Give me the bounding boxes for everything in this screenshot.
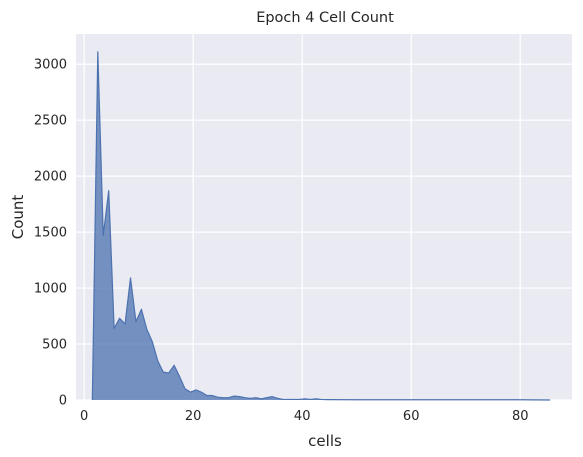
x-axis-label: cells (308, 432, 342, 450)
y-tick-label: 2500 (34, 114, 67, 129)
chart-title: Epoch 4 Cell Count (256, 10, 394, 26)
x-tick-label: 60 (403, 409, 420, 424)
y-axis-label: Count (9, 195, 27, 240)
y-tick-label: 3000 (34, 58, 67, 73)
x-tick-label: 20 (185, 409, 202, 424)
y-tick-label: 1500 (34, 226, 67, 241)
x-tick-label: 40 (294, 409, 311, 424)
x-tick-label: 80 (512, 409, 529, 424)
y-tick-label: 0 (59, 394, 67, 409)
area-series (91, 51, 551, 401)
grid-lines (76, 34, 572, 401)
area-outline (91, 51, 551, 401)
y-tick-label: 500 (42, 338, 67, 353)
x-axis-ticks: 0 20 40 60 80 (80, 409, 528, 424)
y-tick-label: 2000 (34, 170, 67, 185)
plot-area (76, 34, 572, 400)
y-axis-ticks: 0 500 1000 1500 2000 2500 3000 (34, 58, 67, 409)
x-tick-label: 0 (80, 409, 88, 424)
area-fill (92, 51, 551, 400)
y-tick-label: 1000 (34, 282, 67, 297)
